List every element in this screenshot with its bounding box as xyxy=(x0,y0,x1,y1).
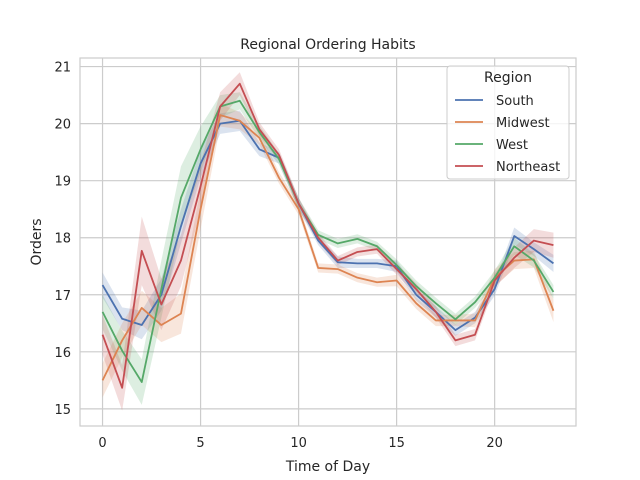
legend-label-west: West xyxy=(496,138,528,153)
y-tick-label: 16 xyxy=(54,346,71,361)
series-line-northeast xyxy=(101,82,554,389)
band-west xyxy=(102,92,554,405)
band-midwest xyxy=(102,103,554,398)
legend-box xyxy=(446,65,570,180)
y-tick-label: 18 xyxy=(54,232,71,247)
y-tick-label: 20 xyxy=(54,118,71,133)
legend-items: South Midwest West Northeast xyxy=(455,94,560,175)
legend-label-south: South xyxy=(496,94,534,109)
x-tick-label: 5 xyxy=(196,436,204,451)
legend-title: Region xyxy=(484,70,532,86)
y-tick-label: 17 xyxy=(54,289,71,304)
chart-title: Regional Ordering Habits xyxy=(240,37,415,53)
tick-labels: 0 5 10 15 20 15 16 17 18 19 20 21 xyxy=(54,61,502,451)
series-lines xyxy=(101,82,555,389)
y-tick-label: 21 xyxy=(54,61,71,76)
x-tick-label: 0 xyxy=(98,436,106,451)
y-tick-label: 15 xyxy=(54,403,71,418)
y-axis-label: Orders xyxy=(29,218,45,265)
x-tick-label: 15 xyxy=(388,436,405,451)
series-line-midwest xyxy=(101,114,555,381)
legend: Region South Midwest West Northeast xyxy=(446,65,570,180)
legend-label-northeast: Northeast xyxy=(496,160,560,175)
x-axis-label: Time of Day xyxy=(285,459,370,475)
x-tick-label: 20 xyxy=(486,436,503,451)
plot-frame xyxy=(79,57,577,427)
series-line-west xyxy=(101,99,555,383)
y-tick-label: 19 xyxy=(54,175,71,190)
x-tick-label: 10 xyxy=(290,436,307,451)
legend-label-midwest: Midwest xyxy=(496,116,550,131)
